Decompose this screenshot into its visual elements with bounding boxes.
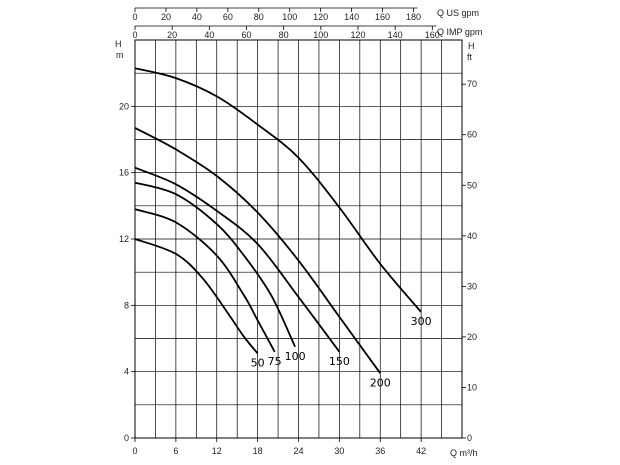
left-axis-symbol: H bbox=[115, 39, 122, 49]
y-right-tick-label: 10 bbox=[467, 382, 477, 392]
y-left-tick-label: 16 bbox=[119, 168, 129, 178]
curve-labels: 50 75 100 150 200 300 bbox=[251, 315, 432, 389]
bottom-axis-title: Q m³/h bbox=[450, 448, 478, 458]
top-us-tick-label: 180 bbox=[406, 12, 421, 22]
right-axis-unit: ft bbox=[467, 52, 473, 62]
top-imp-tick-label: 100 bbox=[313, 30, 328, 40]
x-tick-label: 0 bbox=[132, 446, 137, 456]
curve-label-300: 300 bbox=[411, 315, 432, 328]
top-imp-tick-label: 60 bbox=[241, 30, 251, 40]
top-us-tick-label: 40 bbox=[192, 12, 202, 22]
y-left-tick-label: 4 bbox=[124, 367, 129, 377]
x-tick-label: 18 bbox=[253, 446, 263, 456]
top-imp-tick-label: 20 bbox=[167, 30, 177, 40]
right-axis-symbol: H bbox=[468, 41, 475, 51]
x-tick-label: 30 bbox=[334, 446, 344, 456]
y-right-tick-label: 70 bbox=[467, 79, 477, 89]
top-imp-tick-label: 0 bbox=[132, 30, 137, 40]
top-imp-tick-label: 140 bbox=[388, 30, 403, 40]
curve-label-100: 100 bbox=[285, 350, 306, 363]
x-tick-label: 12 bbox=[212, 446, 222, 456]
y-right-tick-label: 20 bbox=[467, 332, 477, 342]
y-left-tick-label: 8 bbox=[124, 300, 129, 310]
x-tick-label: 24 bbox=[293, 446, 303, 456]
top-us-tick-label: 80 bbox=[254, 12, 264, 22]
top-imp-tick-label: 80 bbox=[279, 30, 289, 40]
top-us-tick-label: 60 bbox=[223, 12, 233, 22]
top-us-tick-label: 140 bbox=[344, 12, 359, 22]
y-right-tick-label: 30 bbox=[467, 281, 477, 291]
y-left-tick-label: 20 bbox=[119, 101, 129, 111]
left-axis-unit: m bbox=[116, 50, 124, 60]
top-us-tick-label: 100 bbox=[282, 12, 297, 22]
curve-label-150: 150 bbox=[329, 355, 350, 368]
curve-300 bbox=[134, 67, 422, 313]
top-us-tick-label: 120 bbox=[313, 12, 328, 22]
curve-200 bbox=[134, 127, 382, 374]
x-tick-label: 6 bbox=[173, 446, 178, 456]
curve-50 bbox=[134, 238, 259, 354]
y-right-tick-label: 0 bbox=[467, 433, 472, 443]
top-us-tick-label: 0 bbox=[132, 12, 137, 22]
y-right-tick-label: 40 bbox=[467, 231, 477, 241]
top-imp-tick-label: 40 bbox=[204, 30, 214, 40]
grid bbox=[135, 40, 462, 438]
y-right-tick-label: 60 bbox=[467, 130, 477, 140]
y-right-tick-label: 50 bbox=[467, 180, 477, 190]
curve-label-75: 75 bbox=[268, 355, 282, 368]
top-imp-tick-label: 120 bbox=[350, 30, 365, 40]
curve-label-50: 50 bbox=[251, 356, 265, 369]
top-us-tick-label: 160 bbox=[375, 12, 390, 22]
x-tick-label: 42 bbox=[416, 446, 426, 456]
curve-100 bbox=[134, 181, 296, 348]
axes bbox=[135, 7, 437, 27]
curve-label-200: 200 bbox=[370, 376, 391, 389]
top-us-tick-label: 20 bbox=[161, 12, 171, 22]
top-imp-tick-label: 160 bbox=[425, 30, 440, 40]
top-imp-axis-title: Q IMP gpm bbox=[437, 27, 482, 37]
y-left-tick-label: 0 bbox=[124, 433, 129, 443]
curves bbox=[134, 67, 422, 374]
x-tick-label: 36 bbox=[375, 446, 385, 456]
curve-150 bbox=[134, 166, 341, 353]
top-us-axis-title: Q US gpm bbox=[437, 8, 479, 18]
y-left-tick-label: 12 bbox=[119, 234, 129, 244]
curve-75 bbox=[134, 208, 276, 353]
